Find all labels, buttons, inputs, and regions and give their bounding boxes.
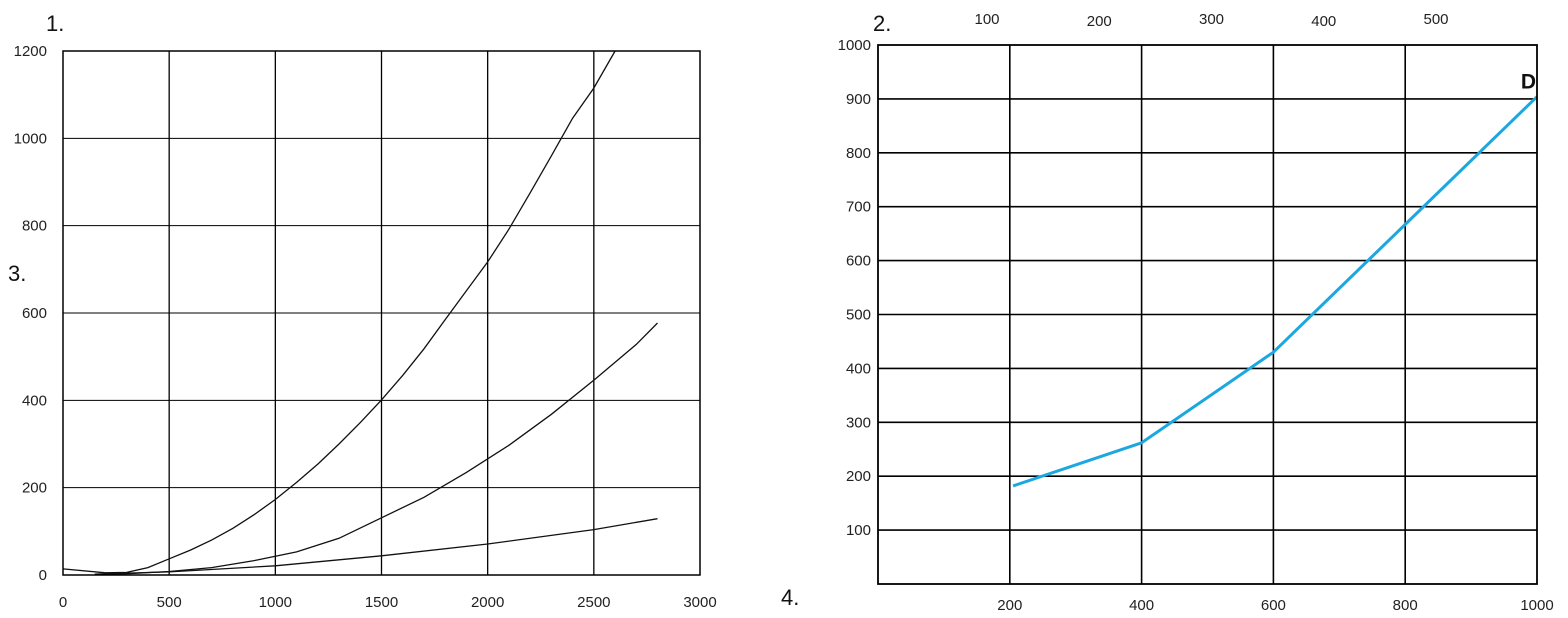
- y-tick-label: 0: [39, 567, 47, 584]
- chart-left-y-ticks: 0 200 400 600 800 1000 1200: [14, 43, 47, 584]
- top-tick-label: 100: [974, 11, 999, 28]
- series-line-1: [62, 50, 616, 574]
- panel-label-3: 3.: [8, 261, 26, 286]
- x-tick-label: 200: [997, 597, 1022, 614]
- series-label-1: D: [1521, 71, 1536, 94]
- y-tick-label: 600: [846, 253, 871, 270]
- y-tick-label: 600: [22, 305, 47, 322]
- panel-label-2: 2.: [873, 11, 891, 36]
- chart-left-frame: [62, 50, 701, 576]
- y-tick-label: 400: [846, 360, 871, 377]
- chart-right-x-ticks: 200 400 600 800 1000: [997, 597, 1553, 614]
- top-tick-label: 500: [1423, 11, 1448, 28]
- series-line-3: [94, 518, 658, 575]
- x-tick-label: 1000: [1520, 597, 1553, 614]
- x-tick-label: 0: [59, 594, 67, 611]
- y-tick-label: 1000: [838, 37, 871, 54]
- y-tick-label: 800: [22, 218, 47, 235]
- y-tick-label: 1200: [14, 43, 47, 60]
- x-tick-label: 400: [1129, 597, 1154, 614]
- y-tick-label: 200: [22, 480, 47, 497]
- chart-left: 0 500 1000 1500 2000 2500 3000 0 200 400 600 800 10…: [14, 43, 717, 611]
- y-tick-label: 200: [846, 468, 871, 485]
- chart-right-y-ticks: 100 200 300 400 500 600 700 800 900 1000: [838, 37, 871, 539]
- chart-left-grid: [63, 51, 700, 575]
- chart-right-grid: [878, 45, 1537, 584]
- series-line-2: [94, 322, 658, 575]
- chart-left-x-ticks: 0 500 1000 1500 2000 2500 3000: [59, 594, 717, 611]
- y-tick-label: 900: [846, 91, 871, 108]
- y-tick-label: 1000: [14, 130, 47, 147]
- x-tick-label: 2500: [577, 594, 610, 611]
- y-tick-label: 700: [846, 199, 871, 216]
- chart-left-series: [62, 50, 658, 575]
- x-tick-label: 600: [1261, 597, 1286, 614]
- x-tick-label: 800: [1393, 597, 1418, 614]
- x-tick-label: 2000: [471, 594, 504, 611]
- y-tick-label: 400: [22, 392, 47, 409]
- x-tick-label: 1000: [259, 594, 292, 611]
- panel-label-4: 4.: [781, 585, 799, 610]
- plot-border: [62, 50, 701, 576]
- chart-right-top-ticks: 100 200 300 400 500: [974, 11, 1448, 30]
- series-line-1: [1012, 95, 1539, 488]
- chart-right: 200 400 600 800 1000 100 200 300 400 500 600 700 80…: [838, 11, 1554, 614]
- x-tick-label: 500: [157, 594, 182, 611]
- chart-right-series: [1012, 95, 1539, 488]
- y-tick-label: 300: [846, 414, 871, 431]
- y-tick-label: 500: [846, 307, 871, 324]
- plot-border: [877, 44, 1538, 585]
- panel-label-1: 1.: [46, 11, 64, 36]
- x-tick-label: 1500: [365, 594, 398, 611]
- y-tick-label: 100: [846, 522, 871, 539]
- top-tick-label: 200: [1087, 13, 1112, 30]
- x-tick-label: 3000: [683, 594, 716, 611]
- y-tick-label: 800: [846, 145, 871, 162]
- chart-right-frame: [877, 44, 1538, 585]
- top-tick-label: 300: [1199, 11, 1224, 28]
- chart-right-series-labels: D: [1521, 71, 1536, 94]
- top-tick-label: 400: [1311, 13, 1336, 30]
